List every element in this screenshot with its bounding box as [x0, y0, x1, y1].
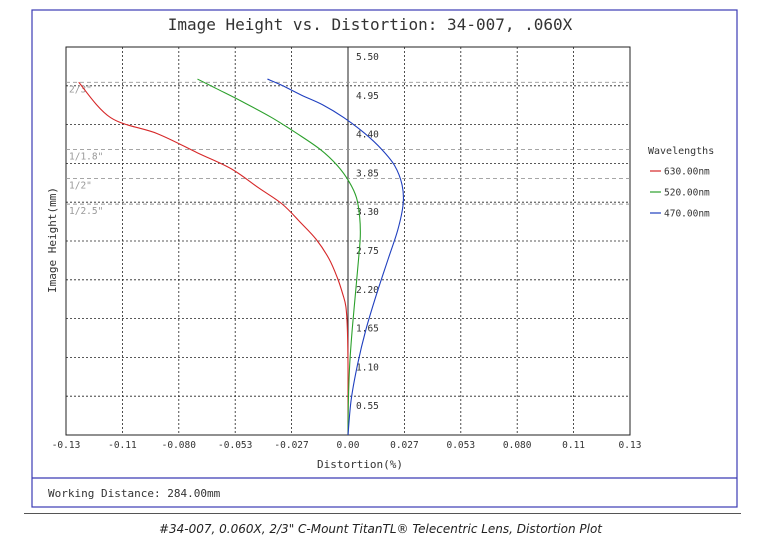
x-tick-label: -0.053: [218, 440, 252, 451]
legend-item-label: 630.00nm: [664, 167, 710, 178]
x-tick-label: 0.053: [446, 440, 475, 451]
series-line-470.00nm: [267, 78, 405, 435]
x-tick-label: 0.13: [619, 440, 642, 451]
x-tick-label: -0.11: [108, 440, 137, 451]
legend-item-label: 520.00nm: [664, 188, 710, 199]
series-line-630.00nm: [78, 81, 349, 435]
y-tick-label: 4.95: [356, 91, 379, 102]
sensor-mark-label: 1/2": [69, 180, 92, 191]
legend: 630.00nm 520.00nm 470.00nm: [650, 167, 710, 220]
y-tick-label: 0.55: [356, 401, 379, 412]
working-distance: Working Distance: 284.00mm: [48, 487, 221, 500]
y-tick-label: 3.85: [356, 168, 379, 179]
figure-caption: #34-007, 0.060X, 2/3" C-Mount TitanTL® T…: [158, 522, 603, 536]
y-tick-label: 3.30: [356, 207, 379, 218]
y-tick-label: 1.10: [356, 362, 379, 373]
chart-border: [31, 9, 738, 508]
sensor-mark-label: 1/2.5": [69, 206, 103, 217]
x-tick-label: 0.00: [337, 440, 360, 451]
x-tick-label: -0.027: [274, 440, 308, 451]
legend-title: Wavelengths: [648, 146, 714, 157]
y-tick-label: 2.20: [356, 285, 379, 296]
y-tick-label: 5.50: [356, 52, 379, 63]
x-tick-label: -0.13: [52, 440, 81, 451]
x-tick-label: 0.027: [390, 440, 419, 451]
legend-item-label: 470.00nm: [664, 209, 710, 220]
sensor-mark-label: 1/1.8": [69, 152, 103, 163]
sensor-mark-label: 2/3": [69, 84, 92, 95]
x-tick-label: 0.11: [562, 440, 585, 451]
y-tick-label: 1.65: [356, 324, 379, 335]
x-tick-label: 0.080: [503, 440, 532, 451]
caption-rule: [24, 513, 741, 514]
x-axis-label: Distortion(%): [317, 458, 403, 471]
x-tick-label: -0.080: [162, 440, 197, 451]
chart-title: Image Height vs. Distortion: 34-007, .06…: [168, 15, 573, 34]
series-line-520.00nm: [197, 78, 361, 435]
plot-area: -0.13 -0.11 -0.080 -0.053 -0.027 0.00 0.027 0.0…: [52, 46, 642, 451]
y-axis-label: Image Height(mm): [46, 187, 59, 293]
y-tick-label: 2.75: [356, 246, 379, 257]
